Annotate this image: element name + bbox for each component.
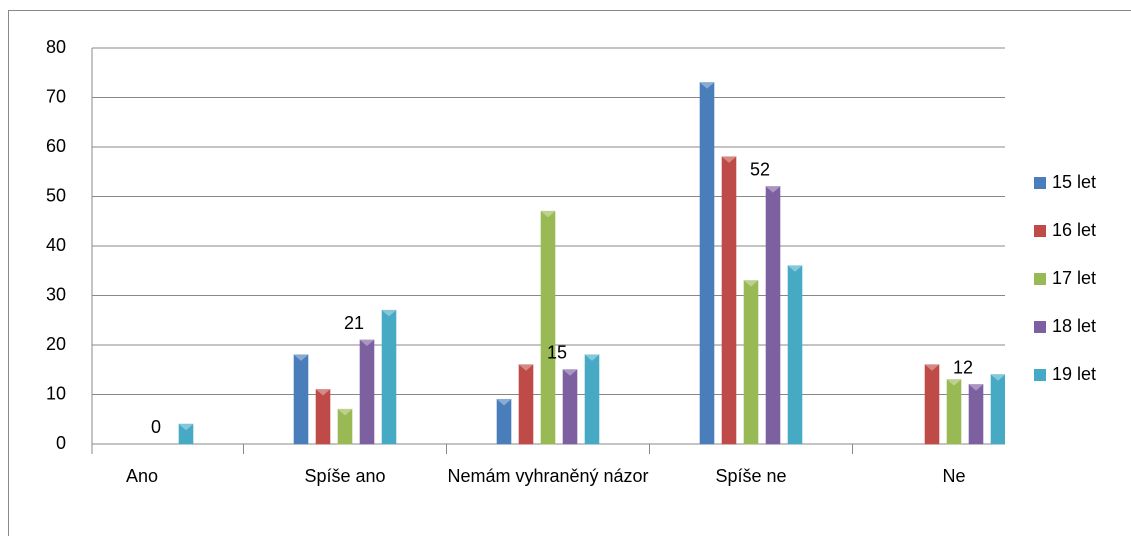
- bar: [787, 265, 803, 445]
- x-tick-label: Ano: [126, 466, 158, 486]
- bar-cap: [382, 310, 396, 317]
- data-label: 21: [344, 313, 364, 333]
- y-tick-label: 70: [46, 86, 66, 106]
- bar-cap: [722, 156, 736, 163]
- bar-cap: [925, 364, 939, 371]
- x-tick-label: Nemám vyhraněný názor: [447, 466, 648, 486]
- y-tick-label: 40: [46, 235, 66, 255]
- bar-cap: [700, 82, 714, 89]
- y-tick-label: 0: [56, 433, 66, 453]
- bar-cap: [519, 364, 533, 371]
- bar: [518, 364, 534, 445]
- bar-cap: [969, 384, 983, 391]
- legend-swatch: [1034, 225, 1046, 237]
- bar: [584, 354, 600, 445]
- bar-cap: [991, 374, 1005, 381]
- bar-cap: [947, 379, 961, 386]
- bar-cap: [294, 354, 308, 361]
- bar: [315, 389, 331, 445]
- bar-cap: [766, 186, 780, 193]
- legend-label: 19 let: [1052, 364, 1096, 384]
- data-label: 0: [151, 417, 161, 437]
- bar-cap: [338, 409, 352, 416]
- bar: [337, 408, 353, 445]
- bar-cap: [179, 424, 193, 431]
- bar-cap: [541, 211, 555, 218]
- bar-cap: [744, 280, 758, 287]
- x-tick-label: Ne: [942, 466, 965, 486]
- bar: [381, 309, 397, 445]
- bar: [924, 364, 940, 445]
- x-tick-label: Spíše ano: [304, 466, 385, 486]
- x-tick-label: Spíše ne: [715, 466, 786, 486]
- legend-label: 18 let: [1052, 316, 1096, 336]
- bar: [293, 354, 309, 445]
- bar-cap: [360, 340, 374, 347]
- legend-swatch: [1034, 321, 1046, 333]
- bar: [721, 156, 737, 445]
- legend-swatch: [1034, 177, 1046, 189]
- bar: [562, 369, 578, 445]
- legend-swatch: [1034, 369, 1046, 381]
- bar: [946, 379, 962, 445]
- y-tick-label: 80: [46, 37, 66, 57]
- bar: [496, 398, 512, 445]
- bar-cap: [585, 354, 599, 361]
- bar: [743, 280, 759, 445]
- bar: [540, 210, 556, 445]
- bar-cap: [497, 399, 511, 406]
- bar-cap: [563, 369, 577, 376]
- chart-frame: [8, 10, 1131, 536]
- bar-cap: [788, 265, 802, 272]
- bar: [359, 339, 375, 445]
- bar-cap: [316, 389, 330, 396]
- y-tick-label: 50: [46, 185, 66, 205]
- legend-label: 17 let: [1052, 268, 1096, 288]
- y-tick-label: 10: [46, 383, 66, 403]
- bar: [765, 186, 781, 445]
- data-label: 12: [953, 357, 973, 377]
- plot-area: [178, 82, 1005, 445]
- data-label: 15: [547, 343, 567, 363]
- legend-swatch: [1034, 273, 1046, 285]
- bar: [990, 374, 1005, 445]
- y-tick-label: 60: [46, 136, 66, 156]
- y-tick-label: 20: [46, 334, 66, 354]
- legend-label: 16 let: [1052, 220, 1096, 240]
- bar: [699, 82, 715, 445]
- y-tick-label: 30: [46, 284, 66, 304]
- legend-label: 15 let: [1052, 172, 1096, 192]
- data-label: 52: [750, 159, 770, 179]
- bar: [178, 423, 194, 445]
- bar: [968, 384, 984, 445]
